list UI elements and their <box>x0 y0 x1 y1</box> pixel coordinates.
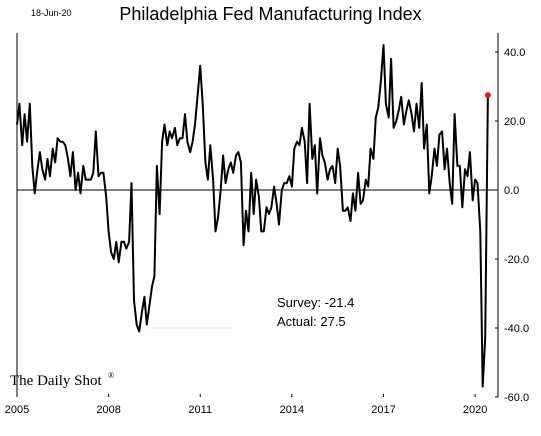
y-tick-label: 40.0 <box>504 47 525 59</box>
series-line <box>16 44 489 388</box>
y-tick-label: -60.0 <box>504 392 529 404</box>
y-tick-label: -20.0 <box>504 254 529 266</box>
x-tick-label: 2020 <box>463 404 487 416</box>
annotation-survey: Survey: -21.4 <box>277 295 354 310</box>
annotation-box: Survey: -21.4 Actual: 27.5 <box>277 295 354 329</box>
series-layer <box>16 44 491 388</box>
chart-frame <box>16 33 499 397</box>
chart-title: Philadelphia Fed Manufacturing Index <box>119 4 422 24</box>
brand-logo: The Daily Shot ® <box>10 371 114 389</box>
latest-value-point <box>484 92 491 99</box>
y-tick-label: -40.0 <box>504 323 529 335</box>
x-tick-label: 2011 <box>188 404 212 416</box>
x-tick-label: 2005 <box>5 404 29 416</box>
annotation-actual: Actual: 27.5 <box>277 314 346 329</box>
x-tick-label: 2014 <box>280 404 304 416</box>
y-axis: 40.0 20.0 0.0 -20.0 -40.0 -60.0 <box>495 47 529 404</box>
brand-mark: ® <box>108 371 114 380</box>
x-tick-label: 2008 <box>96 404 120 416</box>
y-tick-label: 20.0 <box>504 116 525 128</box>
date-stamp: 18-Jun-20 <box>31 8 72 18</box>
brand-name: The Daily Shot <box>10 373 102 389</box>
y-tick-label: 0.0 <box>504 185 519 197</box>
x-axis: 2005 2008 2011 2014 2017 2020 <box>5 394 487 416</box>
x-tick-label: 2017 <box>371 404 395 416</box>
